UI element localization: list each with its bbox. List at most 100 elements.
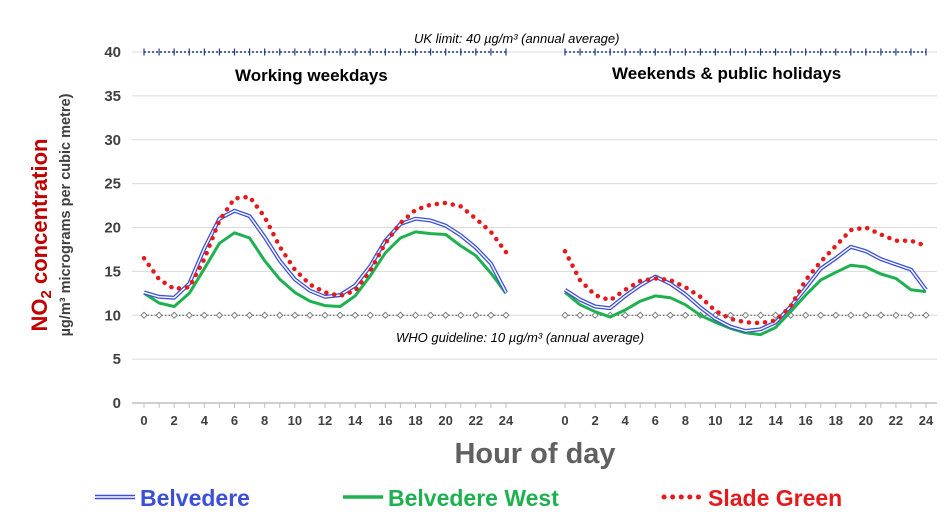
who-guideline-marker: [487, 311, 495, 319]
who-guideline-marker: [442, 311, 450, 319]
x-tick-label: 18: [408, 413, 422, 428]
x-tick-label: 6: [652, 413, 659, 428]
who-guideline-marker: [666, 311, 674, 319]
who-guideline-marker: [426, 311, 435, 319]
x-tick-label: 6: [231, 413, 238, 428]
y-tick-label: 30: [104, 132, 121, 149]
who-guideline-marker: [306, 311, 314, 319]
who-guideline-marker: [621, 311, 629, 319]
who-guideline-marker: [230, 311, 239, 319]
who-guideline-marker: [291, 311, 299, 319]
who-guideline-marker: [321, 311, 329, 319]
who-guideline-marker: [726, 311, 735, 319]
series-line-slade-green: [562, 225, 929, 326]
who-guideline-marker: [140, 311, 148, 319]
who-guideline-marker: [922, 311, 930, 319]
series-layer: [141, 194, 929, 337]
y-axis-label-concentration: concentration: [27, 139, 52, 291]
series-line-belvedere-inner: [564, 246, 927, 332]
x-tick-label: 20: [438, 413, 452, 428]
x-tick-label: 2: [591, 413, 598, 428]
y-tick-label: 5: [113, 351, 121, 368]
y-tick-label: 15: [104, 263, 121, 280]
panel-title-weekends: Weekends & public holidays: [612, 64, 841, 83]
grid-layer: [132, 51, 937, 360]
who-guideline-marker: [651, 311, 659, 319]
who-guideline-marker: [261, 311, 269, 319]
y-tick-label: 40: [104, 44, 121, 61]
y-tick-label: 25: [104, 176, 121, 193]
x-tick-label: 0: [140, 413, 147, 428]
who-guideline-marker: [457, 311, 465, 319]
x-tick-label: 12: [738, 413, 752, 428]
who-guideline-marker: [636, 311, 644, 319]
y-axis-label-no: NO: [27, 298, 52, 331]
x-tick-label: 14: [348, 413, 363, 428]
who-guideline-marker: [200, 311, 208, 319]
x-tick-label: 16: [798, 413, 812, 428]
who-guideline-marker: [576, 311, 584, 319]
who-guideline-marker: [802, 311, 810, 319]
x-tick-label: 20: [859, 413, 873, 428]
x-tick-label: 4: [622, 413, 630, 428]
uk-limit-label: UK limit: 40 µg/m³ (annual average): [414, 31, 619, 46]
who-guideline-marker: [502, 311, 510, 319]
y-tick-label: 35: [104, 88, 121, 105]
who-guideline-marker: [907, 311, 915, 319]
who-guideline-marker: [847, 311, 855, 319]
who-guideline-marker: [771, 311, 780, 319]
reference-lines-layer: [140, 48, 930, 319]
who-guideline-marker: [215, 311, 224, 319]
y-axis-label-unit: µg/m³ micrograms per cubic metre): [58, 93, 74, 336]
who-guideline-marker: [817, 311, 825, 319]
who-guideline-marker: [832, 311, 840, 319]
who-guideline-marker: [245, 311, 254, 319]
x-tick-label: 10: [288, 413, 302, 428]
who-guideline-marker: [351, 311, 359, 319]
x-tick-label: 10: [708, 413, 722, 428]
who-guideline-marker: [381, 311, 389, 319]
x-tick-label: 0: [561, 413, 568, 428]
who-guideline-label: WHO guideline: 10 µg/m³ (annual average): [396, 330, 644, 345]
y-tick-label: 20: [104, 220, 121, 237]
panel-title-weekdays: Working weekdays: [235, 66, 388, 85]
series-line-slade-green: [141, 194, 509, 299]
who-guideline-marker: [892, 311, 900, 319]
who-guideline-marker: [756, 311, 765, 319]
who-guideline-marker: [276, 311, 284, 319]
who-guideline-marker: [366, 311, 374, 319]
who-guideline-marker: [411, 311, 420, 319]
x-tick-label: 24: [499, 413, 514, 428]
x-tick-label: 2: [171, 413, 178, 428]
y-tick-label: 10: [104, 307, 121, 324]
who-guideline-marker: [396, 311, 405, 319]
legend: Belvedere Belvedere West Slade Green: [95, 485, 842, 511]
who-guideline-marker: [336, 311, 344, 319]
x-tick-label: 16: [378, 413, 392, 428]
who-guideline-marker: [681, 311, 689, 319]
who-guideline-marker: [877, 311, 885, 319]
series-line-belvedere-west: [143, 230, 508, 308]
who-guideline-marker: [185, 311, 193, 319]
x-tick-label: 12: [318, 413, 332, 428]
legend-label-belvedere-west: Belvedere West: [388, 485, 559, 511]
legend-label-slade-green: Slade Green: [708, 485, 842, 511]
y-tick-label: 0: [113, 395, 121, 412]
who-guideline-marker: [472, 311, 480, 319]
legend-label-belvedere: Belvedere: [140, 485, 250, 511]
x-tick-label: 18: [829, 413, 843, 428]
series-line-belvedere-inner: [143, 210, 507, 299]
who-guideline-marker: [561, 311, 569, 319]
x-tick-label: 8: [682, 413, 689, 428]
x-axis-label: Hour of day: [454, 438, 615, 470]
y-axis-label-subscript: 2: [38, 290, 55, 298]
x-tick-label: 14: [768, 413, 783, 428]
x-tick-label: 8: [261, 413, 268, 428]
x-tick-label: 22: [889, 413, 903, 428]
who-guideline-marker: [170, 311, 178, 319]
x-tick-label: 24: [919, 413, 934, 428]
x-tick-label: 22: [469, 413, 483, 428]
y-axis-label-main: NO2 concentration: [27, 139, 55, 332]
